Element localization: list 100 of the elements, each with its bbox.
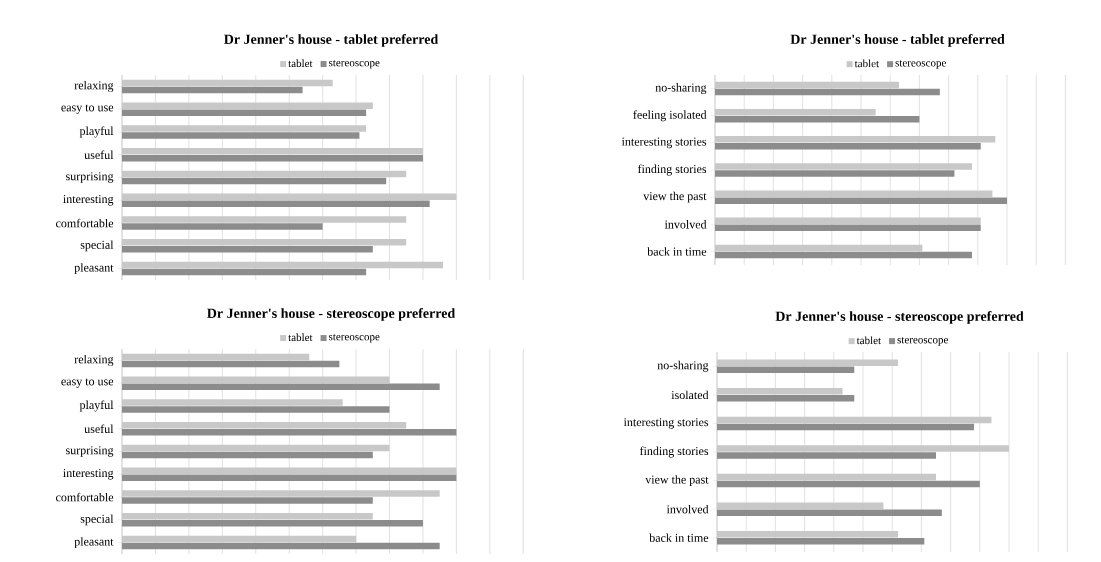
chart-title: Dr Jenner's house - tablet preferred xyxy=(224,33,439,47)
y-tick-label: back in time xyxy=(649,533,709,542)
y-tick-label: finding stories xyxy=(637,164,707,176)
y-tick-label: back in time xyxy=(647,247,707,256)
chart-title: Dr Jenner's house - stereoscope preferred xyxy=(775,310,1024,324)
bar xyxy=(717,395,855,402)
y-tick-label: special xyxy=(80,514,114,526)
legend-label: stereoscope xyxy=(329,334,380,343)
bar xyxy=(122,406,390,413)
bar xyxy=(122,497,373,504)
bar xyxy=(717,416,992,424)
y-tick-label: view the past xyxy=(643,191,707,203)
y-tick-label: easy to use xyxy=(61,378,114,388)
y-tick-label: playful xyxy=(79,400,114,412)
bar xyxy=(715,88,940,96)
y-tick-label: no-sharing xyxy=(655,83,707,95)
bar xyxy=(715,108,876,116)
y-tick-label: interesting xyxy=(63,195,114,206)
bar xyxy=(717,502,884,509)
bar xyxy=(717,537,925,545)
y-tick-label: involved xyxy=(664,220,707,229)
bar xyxy=(122,246,373,253)
bar xyxy=(715,136,996,143)
bar xyxy=(715,115,920,123)
y-tick-label: comfortable xyxy=(56,218,114,228)
bar xyxy=(122,428,457,436)
bar xyxy=(122,170,407,178)
bar xyxy=(717,473,937,481)
bar xyxy=(715,163,972,170)
bar xyxy=(122,109,367,116)
bar xyxy=(122,474,457,482)
y-tick-label: special xyxy=(80,240,114,252)
bar xyxy=(122,383,440,390)
bar xyxy=(122,125,367,132)
bar xyxy=(122,520,423,527)
y-tick-label: relaxing xyxy=(74,354,114,366)
bar xyxy=(122,353,310,361)
bar xyxy=(122,216,407,223)
bar xyxy=(717,452,937,459)
bar xyxy=(122,86,303,94)
bar xyxy=(122,444,390,452)
bar xyxy=(122,490,440,497)
bar xyxy=(717,359,899,367)
bar xyxy=(715,81,899,89)
y-tick-label: interesting stories xyxy=(621,137,707,149)
bar xyxy=(715,190,993,197)
y-tick-label: relaxing xyxy=(74,80,114,92)
bar xyxy=(122,154,423,162)
bar xyxy=(717,388,843,395)
y-tick-label: finding stories xyxy=(639,446,709,458)
legend-label: tablet xyxy=(854,59,880,68)
legend-label: stereoscope xyxy=(897,337,948,346)
bar xyxy=(715,251,972,259)
legend-label: tablet xyxy=(288,333,313,342)
chart-title: Dr Jenner's house - tablet preferred xyxy=(790,33,1005,47)
y-tick-label: interesting stories xyxy=(623,418,709,429)
y-tick-label: surprising xyxy=(66,446,114,457)
y-tick-label: comfortable xyxy=(56,492,114,502)
bar xyxy=(122,261,444,269)
legend-label: stereoscope xyxy=(329,60,380,69)
y-tick-label: no-sharing xyxy=(657,360,709,372)
y-tick-label: useful xyxy=(84,424,114,434)
y-tick-label: pleasant xyxy=(74,537,114,549)
bar xyxy=(715,224,981,232)
legend-label: tablet xyxy=(856,336,882,345)
bar xyxy=(717,366,855,374)
y-tick-label: view the past xyxy=(645,475,709,487)
bar xyxy=(122,223,323,230)
bar xyxy=(122,147,423,155)
bar xyxy=(122,360,340,368)
y-tick-label: playful xyxy=(79,126,114,138)
bar xyxy=(122,542,440,550)
y-tick-label: involved xyxy=(666,504,709,514)
bar xyxy=(122,200,430,208)
bar xyxy=(717,530,899,538)
y-tick-label: interesting xyxy=(63,469,114,480)
bar xyxy=(122,467,457,475)
legend-label: tablet xyxy=(288,59,313,68)
bar xyxy=(122,268,367,276)
bar xyxy=(122,177,387,185)
bar xyxy=(715,170,955,177)
legend-label: stereoscope xyxy=(895,60,946,69)
bar xyxy=(717,445,1010,452)
bar xyxy=(122,376,390,383)
bar xyxy=(122,239,407,246)
bar xyxy=(715,197,1008,204)
bar xyxy=(122,399,343,406)
y-tick-label: pleasant xyxy=(74,263,114,275)
y-tick-label: easy to use xyxy=(61,104,114,114)
bar xyxy=(717,423,974,431)
bar xyxy=(715,244,923,252)
bar xyxy=(122,132,360,139)
y-tick-label: feeling isolated xyxy=(633,110,707,122)
bar xyxy=(122,79,333,87)
bar xyxy=(122,421,407,429)
chart-title: Dr Jenner's house - stereoscope preferred xyxy=(207,307,456,321)
bar xyxy=(122,451,373,459)
bar xyxy=(122,535,357,543)
bar xyxy=(122,193,457,201)
y-tick-label: isolated xyxy=(671,390,709,400)
